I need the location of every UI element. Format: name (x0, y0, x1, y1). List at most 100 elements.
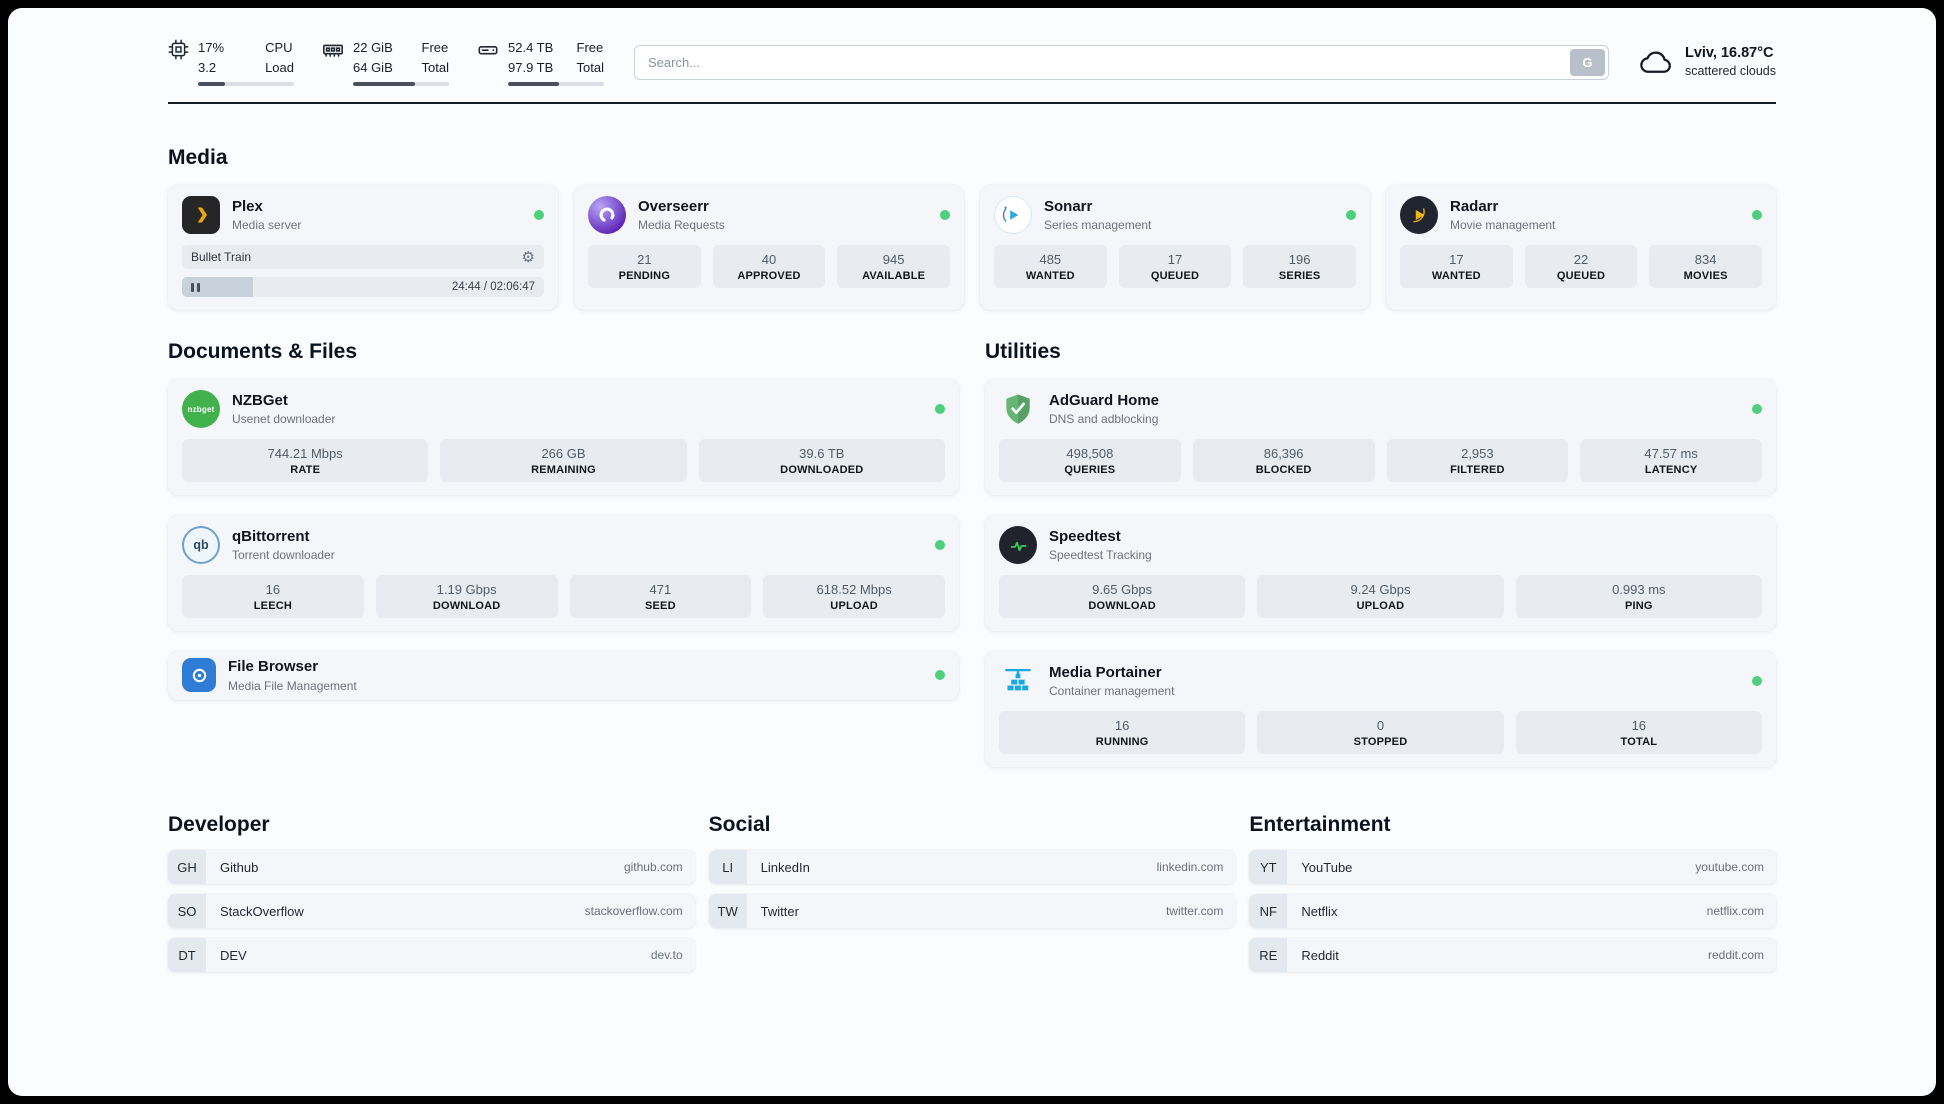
playback-time: 24:44 / 02:06:47 (451, 281, 535, 293)
now-playing-title: Bullet Train (191, 250, 252, 264)
stat-upload: 618.52 Mbps UPLOAD (763, 575, 945, 618)
portainer-status-dot (1752, 676, 1762, 686)
plex-status-dot (534, 210, 544, 220)
search-engine-button[interactable]: G (1569, 48, 1605, 76)
header-divider (168, 102, 1776, 104)
stat-blocked: 86,396 BLOCKED (1192, 439, 1375, 482)
github-abbr: GH (168, 850, 206, 884)
sonarr-card[interactable]: Sonarr Series management 485 WANTED 17 Q… (980, 185, 1370, 310)
stat-latency: 47.57 ms LATENCY (1580, 439, 1762, 482)
plex-card[interactable]: Plex Media server Bullet Train ⚙ 24:44 /… (168, 185, 558, 310)
bookmark-dev[interactable]: DT DEV dev.to (168, 938, 695, 972)
plex-now-playing-bar: Bullet Train ⚙ (182, 245, 544, 269)
sonarr-subtitle: Series management (1044, 218, 1152, 233)
radarr-title: Radarr (1450, 197, 1499, 215)
linkedin-abbr: LI (708, 850, 747, 884)
documents-column: Documents & Files nzbget NZBGet Usenet d… (168, 310, 959, 700)
cpu-load-value: 3.2 (198, 59, 217, 75)
filebrowser-title: File Browser (228, 658, 319, 675)
stat-wanted: 17 WANTED (1400, 245, 1513, 288)
overseerr-status-dot (940, 210, 950, 220)
ram-icon (322, 39, 344, 61)
bookmark-twitter[interactable]: TW Twitter twitter.com (708, 894, 1236, 928)
middle-columns: Documents & Files nzbget NZBGet Usenet d… (168, 310, 1776, 767)
radarr-card[interactable]: Radarr Movie management 17 WANTED 22 QUE… (1386, 185, 1776, 310)
cpu-stat: 17% 3.2 CPU Load (168, 38, 294, 86)
reddit-abbr: RE (1249, 938, 1288, 972)
portainer-icon (999, 662, 1037, 700)
adguard-subtitle: DNS and adblocking (1049, 412, 1159, 427)
stat-leech: 16 LEECH (182, 575, 364, 618)
stat-stopped: 0 STOPPED (1257, 711, 1504, 754)
search-input[interactable] (634, 44, 1609, 80)
filebrowser-card[interactable]: File Browser Media File Management (168, 651, 959, 700)
ram-usage-fill (353, 82, 416, 86)
section-title-entertainment: Entertainment (1249, 813, 1391, 836)
disk-stat: 52.4 TB 97.9 TB Free Total (477, 38, 604, 86)
stat-download: 9.65 Gbps DOWNLOAD (999, 575, 1246, 618)
overseerr-subtitle: Media Requests (638, 218, 725, 233)
stat-ping: 0.993 ms PING (1515, 575, 1762, 618)
stat-remaining: 266 GB REMAINING (440, 439, 687, 482)
overseerr-card[interactable]: Overseerr Media Requests 21 PENDING 40 A… (574, 185, 964, 310)
gear-icon[interactable]: ⚙ (521, 247, 535, 266)
adguard-status-dot (1752, 404, 1762, 414)
nzbget-card[interactable]: nzbget NZBGet Usenet downloader 744.21 M… (168, 379, 959, 495)
radarr-subtitle: Movie management (1450, 218, 1556, 233)
cpu-load-label: Load (265, 59, 294, 75)
plex-subtitle: Media server (232, 218, 302, 233)
youtube-abbr: YT (1249, 850, 1288, 884)
bookmark-youtube[interactable]: YT YouTube youtube.com (1249, 850, 1776, 884)
stat-pending: 21 PENDING (588, 245, 701, 288)
adguard-card[interactable]: AdGuard Home DNS and adblocking 498,508 … (985, 379, 1776, 495)
stat-movies: 834 MOVIES (1649, 245, 1762, 288)
dev-abbr: DT (168, 938, 206, 972)
stat-filtered: 2,953 FILTERED (1386, 439, 1569, 482)
disk-total-value: 97.9 TB (508, 59, 554, 75)
speedtest-subtitle: Speedtest Tracking (1049, 548, 1152, 563)
netflix-abbr: NF (1249, 894, 1288, 928)
system-stats: 17% 3.2 CPU Load (168, 38, 604, 86)
plex-title: Plex (232, 197, 263, 215)
top-bar: 17% 3.2 CPU Load (168, 8, 1776, 102)
stat-download: 1.19 Gbps DOWNLOAD (375, 575, 558, 618)
weather-location: Lviv, 16.87°C (1684, 44, 1774, 61)
twitter-abbr: TW (708, 894, 747, 928)
stackoverflow-abbr: SO (168, 894, 206, 928)
disk-total-label: Total (576, 59, 604, 75)
bookmark-stackoverflow[interactable]: SO StackOverflow stackoverflow.com (168, 894, 695, 928)
speedtest-icon (999, 526, 1037, 564)
plex-progress-bar[interactable]: 24:44 / 02:06:47 (182, 277, 544, 297)
social-column: Social LI LinkedIn linkedin.com TW Twitt… (708, 813, 1236, 982)
stat-queued: 22 QUEUED (1524, 245, 1638, 288)
pause-icon[interactable] (191, 282, 200, 292)
overseerr-title: Overseerr (638, 197, 709, 215)
ram-free-value: 22 GiB (353, 40, 393, 55)
nzbget-status-dot (935, 404, 945, 414)
plex-icon (182, 196, 220, 234)
developer-column: Developer GH Github github.com SO StackO… (168, 813, 695, 982)
ram-total-value: 64 GiB (353, 59, 393, 75)
qbittorrent-icon: qb (182, 526, 220, 564)
qbittorrent-card[interactable]: qb qBittorrent Torrent downloader 16 LEE… (168, 515, 959, 631)
filebrowser-icon (182, 658, 216, 693)
bookmark-linkedin[interactable]: LI LinkedIn linkedin.com (708, 850, 1236, 884)
stat-rate: 744.21 Mbps RATE (182, 439, 429, 482)
nzbget-title: NZBGet (232, 391, 288, 409)
section-title-media: Media (168, 146, 228, 169)
speedtest-card[interactable]: Speedtest Speedtest Tracking 9.65 Gbps D… (985, 515, 1776, 631)
stat-running: 16 RUNNING (999, 711, 1246, 754)
portainer-card[interactable]: Media Portainer Container management 16 … (985, 651, 1776, 767)
ram-free-label: Free (421, 40, 449, 55)
bookmark-netflix[interactable]: NF Netflix netflix.com (1249, 894, 1776, 928)
disk-usage-bar (508, 82, 604, 86)
cpu-usage-fill (198, 82, 225, 86)
section-title-documents: Documents & Files (168, 340, 358, 363)
bookmark-github[interactable]: GH Github github.com (168, 850, 695, 884)
portainer-title: Media Portainer (1049, 663, 1162, 681)
stat-available: 945 AVAILABLE (837, 245, 950, 288)
qbittorrent-title: qBittorrent (232, 527, 310, 545)
cpu-icon (168, 39, 189, 60)
bookmark-reddit[interactable]: RE Reddit reddit.com (1249, 938, 1776, 972)
